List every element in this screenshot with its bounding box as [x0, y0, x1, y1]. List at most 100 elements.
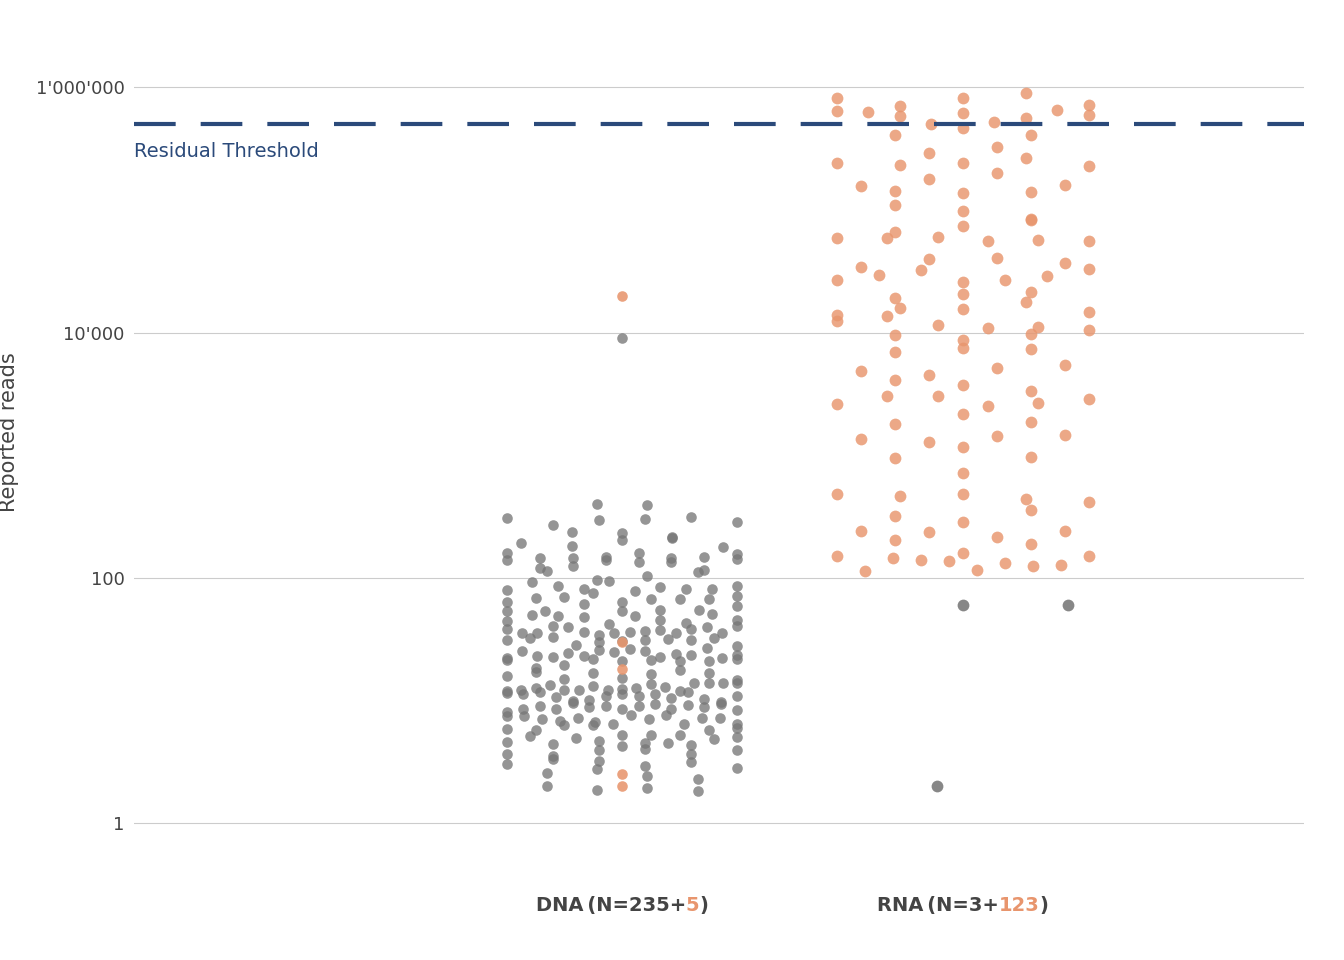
Point — [727, 688, 749, 704]
Point — [926, 779, 948, 794]
Point — [612, 525, 633, 540]
Point — [1078, 233, 1099, 249]
Point — [727, 760, 749, 776]
Point — [1020, 502, 1042, 517]
Point — [546, 689, 567, 705]
Point — [562, 693, 583, 708]
Point — [890, 108, 911, 124]
Point — [637, 568, 659, 584]
Point — [612, 661, 633, 677]
Point — [977, 397, 999, 413]
Point — [890, 489, 911, 504]
Point — [542, 517, 563, 533]
Point — [542, 736, 563, 752]
Point — [1020, 449, 1042, 465]
Point — [952, 301, 973, 317]
Point — [952, 219, 973, 234]
Point — [918, 172, 939, 187]
Point — [562, 695, 583, 710]
Point — [536, 564, 558, 579]
Point — [727, 652, 749, 667]
Point — [560, 524, 582, 540]
Point — [727, 730, 749, 745]
Point — [1078, 304, 1099, 320]
Point — [995, 272, 1016, 287]
Point — [884, 372, 906, 388]
Point — [687, 783, 708, 799]
Point — [708, 710, 730, 726]
Point — [680, 746, 702, 761]
Point — [727, 675, 749, 690]
Point — [564, 637, 586, 653]
Point — [727, 672, 749, 687]
Point — [573, 581, 594, 596]
Point — [727, 638, 749, 654]
Point — [634, 623, 656, 638]
Point — [578, 699, 599, 714]
Point — [1020, 213, 1042, 228]
Point — [612, 654, 633, 669]
Point — [589, 627, 610, 642]
Point — [620, 708, 641, 723]
Point — [698, 665, 719, 681]
Point — [1054, 178, 1075, 193]
Point — [634, 741, 656, 756]
Point — [624, 583, 645, 598]
Point — [589, 635, 610, 650]
Point — [637, 780, 659, 796]
Point — [952, 185, 973, 201]
Point — [496, 722, 517, 737]
Point — [910, 263, 931, 278]
Point — [612, 682, 633, 697]
Point — [524, 664, 546, 680]
Point — [649, 623, 671, 638]
Point — [1020, 127, 1042, 142]
Point — [612, 330, 633, 346]
Text: 5: 5 — [685, 896, 699, 915]
Point — [918, 435, 939, 450]
Point — [628, 545, 649, 561]
Point — [696, 620, 718, 636]
Point — [694, 699, 715, 714]
Point — [586, 782, 607, 798]
Point — [589, 642, 610, 658]
Point — [612, 635, 633, 650]
Point — [703, 731, 724, 746]
Point — [496, 747, 517, 762]
Point — [727, 721, 749, 736]
Point — [727, 648, 749, 663]
Point — [884, 327, 906, 343]
Point — [727, 612, 749, 628]
Point — [530, 684, 551, 700]
Point — [582, 652, 603, 667]
Point — [952, 487, 973, 502]
Point — [496, 613, 517, 629]
Point — [683, 675, 704, 690]
Point — [698, 591, 719, 607]
Point — [628, 554, 649, 569]
Point — [952, 156, 973, 171]
Point — [1015, 492, 1036, 507]
Point — [519, 729, 540, 744]
Point — [921, 117, 942, 132]
Point — [727, 742, 749, 757]
Point — [612, 671, 633, 686]
Text: RNA (N=3+: RNA (N=3+ — [878, 896, 999, 915]
Point — [612, 739, 633, 755]
Point — [1020, 536, 1042, 551]
Point — [952, 274, 973, 289]
Point — [673, 716, 695, 732]
Point — [649, 650, 671, 665]
Point — [661, 690, 683, 706]
Point — [612, 686, 633, 702]
Point — [827, 548, 848, 564]
Point — [626, 680, 648, 695]
Point — [546, 702, 567, 717]
Point — [640, 666, 661, 682]
Point — [884, 417, 906, 432]
Point — [918, 525, 939, 540]
Point — [595, 688, 617, 704]
Point — [677, 698, 699, 713]
Point — [573, 596, 594, 612]
Point — [884, 224, 906, 239]
